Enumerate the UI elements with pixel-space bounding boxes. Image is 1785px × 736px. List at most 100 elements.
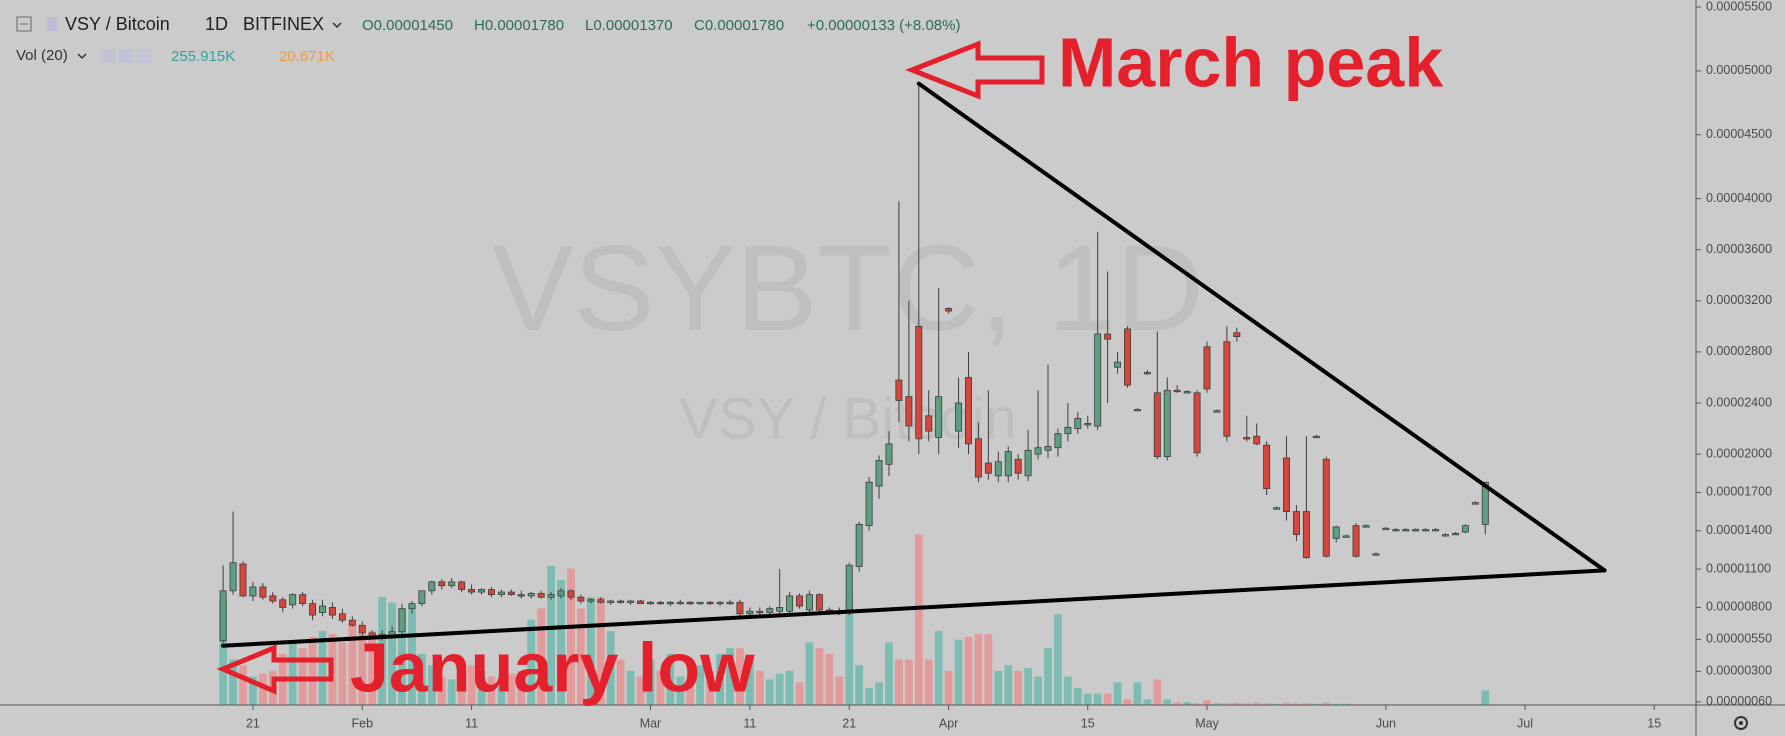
- volume-bar: [567, 568, 575, 705]
- candle-body: [1253, 435, 1261, 445]
- dropdown-caret[interactable]: [77, 53, 87, 60]
- volume-bar: [557, 580, 565, 705]
- volume-bar: [398, 608, 406, 705]
- volume-bar: [547, 565, 555, 705]
- y-tick-label: 0.00002000: [1706, 446, 1772, 460]
- candle-body: [1104, 333, 1112, 340]
- exchange[interactable]: BITFINEX: [243, 14, 324, 34]
- volume-bar: [1481, 690, 1490, 705]
- volume-bar: [1133, 682, 1142, 705]
- volume-bar: [1262, 703, 1271, 705]
- candle-body: [1442, 534, 1450, 537]
- candle-body: [1173, 389, 1181, 393]
- volume-bar: [696, 665, 705, 705]
- candles: [219, 83, 1489, 644]
- volume-bar: [855, 665, 864, 705]
- candle-body: [1233, 332, 1241, 337]
- trendline: [221, 568, 1607, 648]
- settings-icon[interactable]: [119, 49, 133, 63]
- candle-body: [249, 586, 257, 597]
- ohlc-low: L0.00001370: [585, 17, 673, 34]
- volume-bar: [1312, 703, 1321, 705]
- volume-title[interactable]: Vol (20): [16, 47, 68, 64]
- candle-body: [746, 610, 754, 615]
- candle-body: [1352, 525, 1360, 557]
- volume-bar: [994, 670, 1003, 705]
- volume-bar: [487, 676, 496, 705]
- candle-body: [1034, 447, 1042, 455]
- x-tick-label: 11: [465, 716, 478, 730]
- volume-bar: [745, 659, 754, 705]
- y-tick-label: 0.00004000: [1706, 191, 1772, 205]
- candle-body: [289, 594, 297, 606]
- arrow: [905, 40, 1045, 100]
- volume-bar: [259, 673, 267, 705]
- candle-body: [537, 592, 545, 598]
- candle-body: [1382, 527, 1390, 531]
- candle-body: [1372, 553, 1380, 556]
- candle-body: [656, 601, 664, 605]
- candle-body: [756, 610, 764, 614]
- volume-bar: [606, 631, 615, 705]
- volume-bar: [1292, 703, 1301, 705]
- volume-bar: [1193, 703, 1201, 705]
- candle-body: [1084, 423, 1092, 426]
- volume-bar: [338, 642, 347, 705]
- volume-bar: [765, 679, 774, 705]
- volume-bar: [437, 676, 446, 705]
- eye-icon[interactable]: [101, 49, 115, 63]
- volume-bar: [1153, 679, 1162, 705]
- volume-bar: [1123, 699, 1132, 705]
- candle-body: [1332, 526, 1340, 539]
- volume-bar: [984, 633, 993, 705]
- y-tick-label: 0.00000800: [1706, 600, 1772, 614]
- volume-bar: [219, 599, 228, 705]
- volume-bar: [666, 653, 675, 705]
- candle-body: [299, 594, 307, 604]
- collapse-icon[interactable]: [16, 16, 32, 32]
- candle-body: [1461, 525, 1469, 533]
- y-tick-label: 0.00003600: [1706, 242, 1772, 256]
- x-tick-label: Apr: [939, 716, 958, 730]
- candle-body: [1283, 457, 1290, 513]
- symbol-icon: [47, 17, 57, 31]
- candle-body: [1342, 535, 1350, 538]
- volume-bar: [577, 608, 585, 705]
- volume-bar: [229, 659, 237, 705]
- candle-body: [1422, 529, 1430, 532]
- candle-body: [1273, 507, 1281, 510]
- volume-bar: [586, 597, 595, 705]
- candle-body: [786, 595, 794, 612]
- candle-body: [627, 600, 635, 603]
- candle-body: [1243, 437, 1251, 440]
- interval[interactable]: 1D: [205, 14, 228, 34]
- candle-body: [1024, 449, 1032, 477]
- candle-body: [617, 600, 625, 603]
- y-tick-label: 0.00000060: [1706, 694, 1772, 708]
- candle-body: [239, 563, 247, 597]
- volume-bar: [239, 665, 247, 705]
- symbol[interactable]: VSY / Bitcoin: [65, 14, 170, 34]
- volume-bar: [944, 670, 953, 705]
- close-icon[interactable]: [137, 49, 151, 63]
- volume-bar: [1322, 702, 1331, 705]
- volume-bar: [1252, 702, 1261, 705]
- candle-body: [1203, 346, 1211, 390]
- dropdown-caret[interactable]: [332, 22, 342, 29]
- ohlc-high: H0.00001780: [474, 17, 564, 34]
- settings-icon[interactable]: [1734, 716, 1748, 730]
- volume-bar: [954, 639, 963, 705]
- x-axis: 21 Feb 11 Mar 11 21 Apr 15 May Jun Jul 15: [246, 705, 1661, 730]
- volume-bar: [1302, 703, 1311, 705]
- candle-body: [1402, 529, 1410, 532]
- candle-body: [507, 591, 515, 596]
- candle-body: [895, 379, 903, 401]
- volume-bar: [1073, 687, 1082, 705]
- candle-body: [438, 581, 446, 587]
- volume-bar: [785, 670, 794, 705]
- volume-bar: [865, 687, 873, 705]
- volume-bar: [1034, 676, 1042, 705]
- candle-body: [1133, 409, 1141, 412]
- candle-body: [309, 603, 317, 616]
- volume-bar: [1143, 699, 1152, 705]
